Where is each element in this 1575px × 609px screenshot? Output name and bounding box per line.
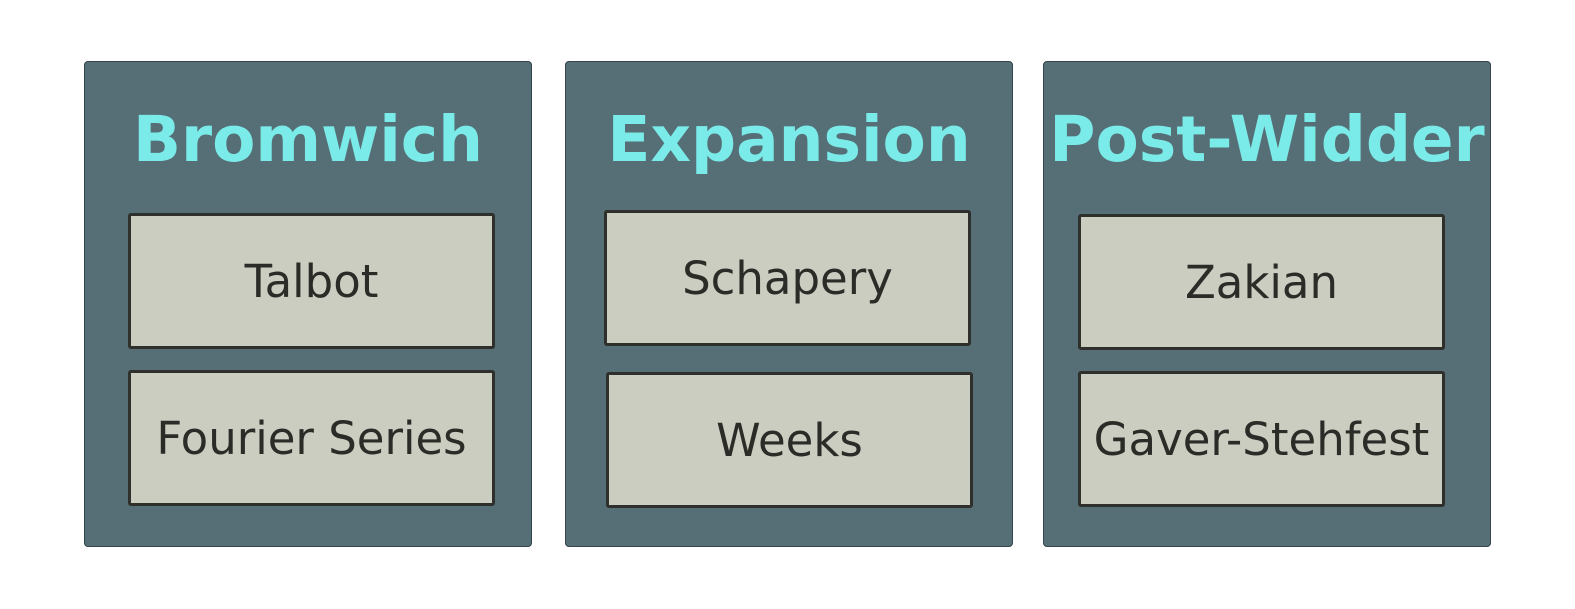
item-label: Zakian [1184, 255, 1339, 309]
panel-title: Expansion [607, 103, 971, 176]
item-label: Schapery [682, 251, 893, 305]
panel-bromwich: Bromwich Talbot Fourier Series [84, 61, 532, 547]
item-label: Fourier Series [156, 411, 467, 465]
item-schapery: Schapery [604, 210, 971, 346]
item-fourier-series: Fourier Series [128, 370, 495, 506]
item-weeks: Weeks [606, 372, 973, 508]
item-gaver-stehfest: Gaver-Stehfest [1078, 371, 1445, 507]
item-label: Weeks [716, 413, 863, 467]
panel-title: Post-Widder [1049, 103, 1485, 176]
item-zakian: Zakian [1078, 214, 1445, 350]
item-label: Talbot [244, 254, 379, 308]
panel-post-widder: Post-Widder Zakian Gaver-Stehfest [1043, 61, 1491, 547]
panel-expansion: Expansion Schapery Weeks [565, 61, 1013, 547]
panel-title: Bromwich [132, 103, 483, 176]
item-label: Gaver-Stehfest [1093, 412, 1430, 466]
item-talbot: Talbot [128, 213, 495, 349]
